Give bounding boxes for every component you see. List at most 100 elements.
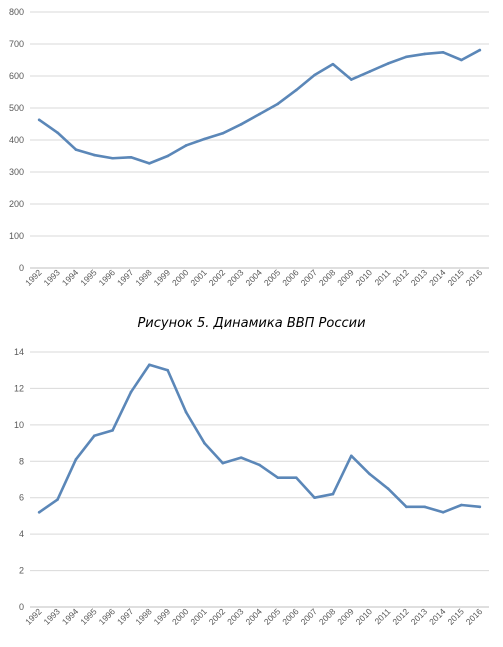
data-point (460, 503, 463, 507)
data-point (221, 461, 225, 465)
x-tick-label: 2004 (243, 606, 264, 627)
y-tick-label: 300 (9, 167, 24, 177)
data-point (405, 55, 408, 59)
data-point (386, 62, 390, 65)
data-point (368, 472, 371, 476)
data-point (74, 148, 78, 151)
x-tick-label: 2014 (427, 267, 448, 288)
x-tick-label: 1993 (42, 606, 63, 627)
data-point (129, 155, 133, 159)
gdp-line-chart: 0100200300400500600700800199219931994199… (9, 7, 489, 288)
x-tick-label: 2003 (225, 267, 246, 288)
y-tick-label: 10 (14, 420, 24, 430)
figure-caption: Рисунок 5. Динамика ВВП России (137, 316, 366, 331)
data-point (405, 505, 408, 509)
x-tick-label: 1998 (133, 606, 154, 627)
x-tick-label: 2010 (354, 267, 375, 288)
data-point (92, 153, 96, 157)
data-point (313, 73, 316, 77)
x-tick-label: 2005 (262, 606, 283, 627)
data-point (203, 441, 206, 445)
x-tick-label: 2013 (409, 606, 430, 627)
x-tick-label: 2015 (445, 267, 466, 288)
data-point (350, 454, 353, 458)
x-tick-label: 1995 (78, 606, 99, 627)
data-point (37, 118, 41, 122)
x-tick-label: 2000 (170, 267, 191, 288)
x-tick-label: 2008 (317, 267, 338, 288)
data-point (111, 429, 114, 432)
x-tick-label: 1992 (23, 606, 44, 627)
y-tick-label: 2 (19, 566, 24, 576)
y-tick-label: 200 (9, 199, 24, 209)
data-point (148, 162, 151, 165)
x-tick-label: 1996 (97, 606, 118, 627)
y-tick-label: 100 (9, 231, 24, 241)
x-tick-label: 2009 (335, 606, 356, 627)
x-tick-label: 1998 (133, 267, 154, 288)
x-tick-label: 2006 (280, 267, 301, 288)
series-line (37, 48, 482, 165)
x-tick-label: 2007 (299, 267, 320, 288)
x-tick-label: 2016 (464, 267, 485, 288)
data-point (478, 505, 482, 509)
data-point (37, 510, 41, 514)
data-point (184, 410, 188, 414)
x-tick-label: 2001 (188, 606, 209, 627)
y-tick-label: 400 (9, 135, 24, 145)
y-tick-label: 800 (9, 7, 24, 17)
x-tick-label: 2004 (243, 267, 264, 288)
data-point (441, 51, 445, 54)
y-tick-label: 0 (19, 263, 24, 273)
data-point (92, 434, 96, 438)
x-tick-label: 2016 (464, 606, 485, 627)
data-point (441, 510, 445, 514)
data-point (166, 154, 169, 158)
x-tick-label: 2000 (170, 606, 191, 627)
x-tick-label: 2002 (207, 606, 228, 627)
data-point (111, 156, 114, 160)
data-point (331, 492, 335, 496)
series-line (37, 363, 482, 514)
data-point (423, 505, 427, 509)
x-tick-label: 2011 (372, 267, 392, 287)
data-point (56, 498, 59, 501)
x-tick-label: 1999 (152, 267, 173, 288)
x-tick-label: 2008 (317, 606, 338, 627)
x-tick-label: 2014 (427, 606, 448, 627)
data-point (258, 112, 261, 116)
data-point (258, 463, 261, 467)
y-tick-label: 12 (14, 383, 24, 393)
data-point (350, 78, 353, 81)
y-tick-label: 6 (19, 493, 24, 503)
x-tick-label: 2002 (207, 267, 228, 288)
x-tick-label: 1997 (115, 267, 136, 288)
data-point (148, 363, 151, 367)
data-point (221, 131, 225, 135)
data-point (368, 70, 371, 73)
data-point (74, 458, 78, 461)
y-tick-label: 500 (9, 103, 24, 113)
y-tick-label: 700 (9, 39, 24, 49)
x-tick-label: 2015 (445, 606, 466, 627)
data-point (331, 62, 335, 66)
data-point (56, 131, 59, 134)
x-tick-label: 1994 (60, 267, 81, 288)
second-line-chart: 0 2 4 6 8 10 12 14 19921993199419951996199719981… (14, 347, 489, 627)
x-tick-label: 2010 (354, 606, 375, 627)
y-tick-label: 0 (19, 602, 24, 612)
data-point (294, 476, 298, 479)
data-point (166, 368, 169, 372)
x-tick-label: 1996 (97, 267, 118, 288)
y-tick-label: 4 (19, 529, 24, 539)
x-tick-label: 1993 (42, 267, 63, 288)
gridlines (30, 351, 489, 608)
y-tick-label: 600 (9, 71, 24, 81)
x-tick-label: 1994 (60, 606, 81, 627)
data-point (478, 48, 482, 52)
x-tick-label: 2012 (390, 606, 411, 627)
y-tick-label: 8 (19, 456, 24, 466)
data-point (276, 476, 280, 479)
data-point (313, 496, 316, 500)
data-point (423, 52, 427, 56)
